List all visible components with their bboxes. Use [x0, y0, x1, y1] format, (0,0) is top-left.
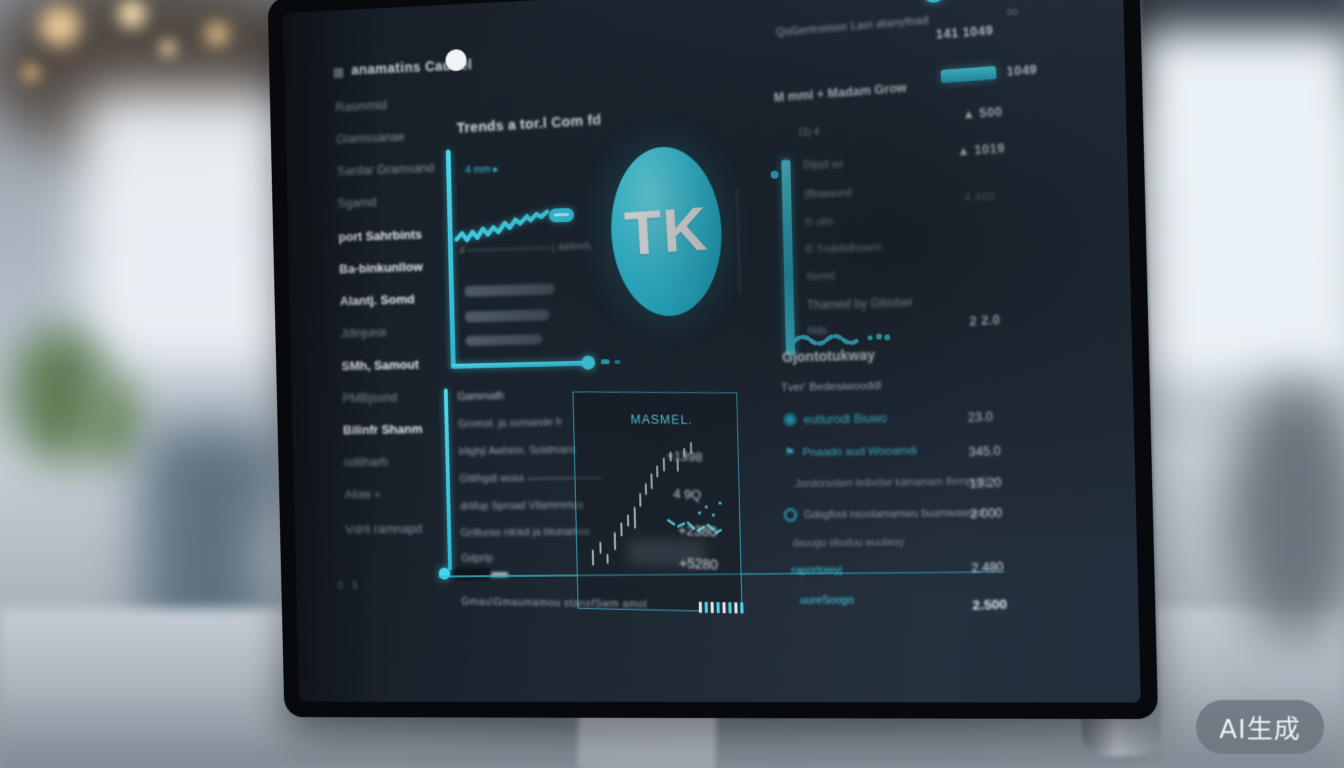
ticker-value: 4 9Q	[673, 486, 702, 503]
clock-icon	[783, 508, 798, 522]
tk-logo-text: TK	[622, 194, 710, 269]
report-row[interactable]: Pnaado aud Wooamdi	[802, 445, 918, 460]
footer-caption: Gmau\Gmaumamou stansfSwm amol	[461, 595, 648, 611]
gauge-dot	[770, 170, 779, 179]
right-panel-subheader: M mml + Madam Grow	[773, 80, 908, 105]
timeline-marker	[452, 567, 492, 581]
trend-title: Trends a tor.l Com fd	[456, 112, 602, 137]
stat-bar	[940, 66, 997, 84]
ai-watermark-label: AI生成	[1219, 714, 1301, 745]
gauge-item[interactable]: Somd	[806, 270, 836, 284]
bokeh-light	[160, 40, 176, 56]
sidebar-item[interactable]: PMBjssnd	[342, 389, 398, 406]
sidebar-footer-icons: © 5	[337, 581, 361, 592]
corner-label: 00	[1006, 6, 1018, 18]
status-dot-cyan	[922, 0, 946, 4]
vertical-divider	[736, 188, 741, 295]
gauge-item[interactable]: (Bnaaund	[804, 187, 853, 201]
report-row[interactable]: raportowyj	[791, 564, 843, 577]
bokeh-light	[22, 64, 40, 82]
list-item[interactable]: drlifup Sproad Vilammmus	[459, 499, 584, 513]
x-axis-line	[450, 360, 586, 369]
list-item[interactable]: Gritturas rdckd ja btunamus	[460, 525, 591, 540]
report-row[interactable]: uureSoogo	[799, 594, 855, 607]
sidebar-item[interactable]: Ba-binkunllow	[338, 259, 423, 277]
sidebar-item[interactable]: Bilinfr Shanm	[342, 421, 423, 438]
candlestick-sketch	[580, 424, 731, 595]
y-axis-line	[445, 149, 456, 367]
stat-value: 141 1049	[935, 23, 994, 42]
report-row[interactable]: Jondorsolam ledivdse kamamam Bempudij	[795, 476, 989, 491]
row-value: 345.0	[968, 443, 1002, 460]
axis-tick	[614, 359, 621, 365]
dotted-sparkline	[791, 328, 891, 349]
list-item[interactable]: Gromst. ja somande fr	[457, 416, 563, 431]
placeholder-bar	[464, 283, 555, 297]
sidebar-item[interactable]: Sardar Gramsand	[336, 159, 435, 179]
sidebar-item[interactable]: Rasmmid	[335, 97, 388, 115]
desk-right-blur	[1230, 380, 1344, 640]
row-value: 23.0	[967, 409, 994, 425]
ai-watermark-badge: AI生成	[1196, 700, 1324, 754]
tk-logo: TK	[606, 143, 727, 320]
sidebar-item[interactable]: Glamssanae	[335, 128, 405, 147]
flag-icon: ⚑	[784, 445, 796, 460]
sparkline-chart	[453, 207, 575, 249]
right-panel-header: QsGertromon Lavi atanyfoad	[775, 14, 930, 39]
info-dot-icon	[783, 412, 797, 427]
ticker-value: +1398	[666, 448, 703, 465]
bokeh-light	[40, 6, 80, 46]
row-value: 2.480	[971, 559, 1004, 576]
sidebar-item[interactable]: Sgamd	[337, 194, 377, 211]
row-value: 2 000	[969, 505, 1003, 522]
sidebar-item[interactable]: Alow ⌕	[344, 486, 382, 502]
report-row[interactable]: Gdogfool nsuolamamwu buamwawual	[803, 506, 985, 522]
placeholder-bar	[464, 309, 550, 323]
gauge-item[interactable]: © Trubilidhuwm	[805, 241, 883, 257]
axis-end-dot	[581, 355, 596, 370]
barcode-ticks	[698, 601, 747, 614]
stat-value: ▲ 1019	[956, 141, 1006, 159]
placeholder-bar	[465, 334, 543, 346]
sidebar-item[interactable]: riditharh	[343, 454, 388, 470]
stat-value: 4 460	[964, 190, 996, 205]
right-panel-section-title: Tver' Bedesiwooddl	[780, 379, 882, 395]
window-right-blur	[1130, 30, 1344, 380]
sidebar-item[interactable]: port Sahrbints	[338, 226, 423, 245]
stat-value: ▲ 500	[961, 104, 1003, 122]
ticker-widget: MASMEL. +1398 4 9Q	[572, 391, 743, 613]
axis-tick	[600, 359, 610, 365]
dashboard-screen: ▦ anamatins Caudel 00 Rasmmid Glamssanae…	[282, 0, 1141, 703]
ticker-value: +2380	[678, 521, 718, 540]
row-value: 13.20	[969, 475, 1002, 491]
list-item[interactable]: Gdprlp	[461, 552, 493, 565]
monitor: ▦ anamatins Caudel 00 Rasmmid Glamssanae…	[267, 0, 1159, 720]
gauge-item[interactable]: Thamed by Glimber	[806, 295, 914, 313]
bokeh-light	[205, 22, 229, 46]
right-panel-highlight: Gjontotukway	[781, 346, 876, 366]
gauge-item[interactable]: Dijad as	[803, 158, 844, 172]
progress-gauge	[781, 158, 796, 357]
right-panel-note: (3) 4	[798, 126, 820, 139]
app-grid-icon: ▦	[332, 64, 345, 80]
timeline-start-dot	[438, 567, 451, 580]
report-row[interactable]: eutlurodt Biuwo	[803, 411, 888, 427]
plant-blur	[86, 382, 140, 466]
stat-value: 2 2.0	[969, 312, 1001, 329]
sidebar-item[interactable]: Vdrit ramnapd	[345, 520, 423, 537]
trend-filter-link[interactable]: 4 mm ▸	[465, 163, 499, 177]
sidebar-item[interactable]: SMh, Samout	[341, 356, 420, 374]
sidebar-item[interactable]: Jdinjuroi	[340, 324, 387, 341]
row-value: 2.500	[971, 596, 1008, 613]
bokeh-light	[118, 0, 146, 28]
ticker-value: +5280	[678, 554, 718, 573]
detail-axis-line	[443, 388, 452, 571]
list-item[interactable]: Irlighjl Awhirm. Soldmans	[458, 443, 577, 458]
gauge-item[interactable]: © ulin	[804, 215, 834, 229]
stat-value: 1049	[1006, 62, 1038, 79]
list-item[interactable]: Gamrnath	[457, 390, 505, 403]
report-row[interactable]: dauugu obuduu wuulway	[792, 537, 905, 550]
sidebar-item[interactable]: Alantj. Somd	[339, 291, 415, 309]
